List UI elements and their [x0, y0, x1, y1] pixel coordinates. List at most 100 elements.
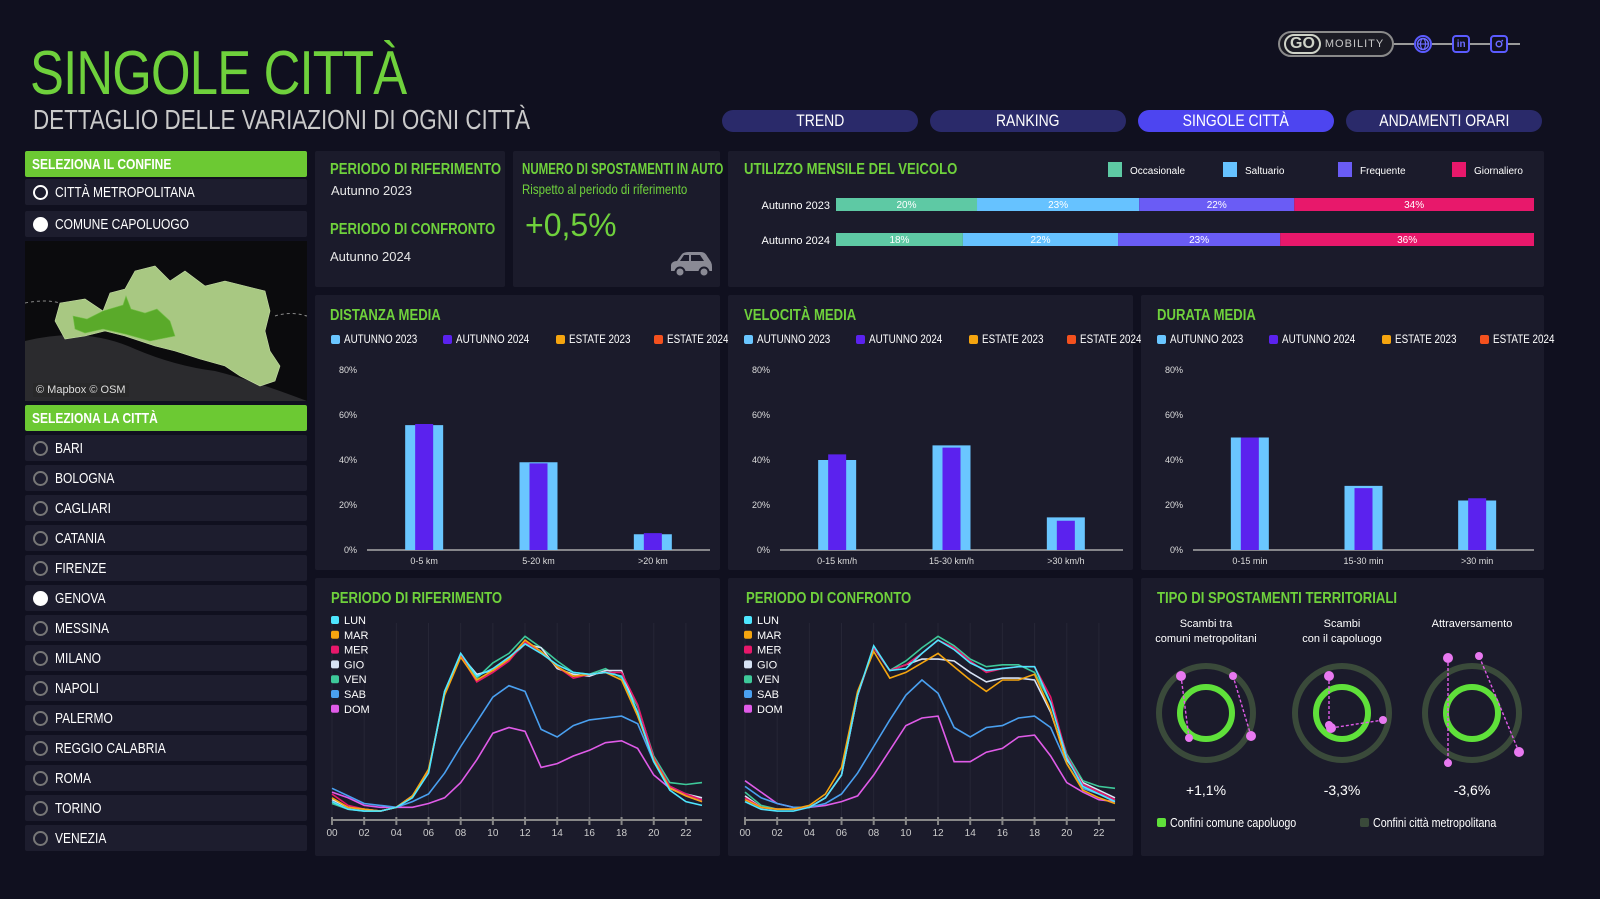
- legend-item[interactable]: AUTUNNO 2023: [744, 332, 846, 346]
- globe-icon[interactable]: [1414, 35, 1433, 53]
- radio-icon[interactable]: [33, 740, 48, 756]
- radio-icon[interactable]: [33, 710, 48, 726]
- x-tick-label: 10: [487, 828, 499, 839]
- legend-swatch: [1269, 334, 1279, 344]
- radio-icon[interactable]: [33, 440, 48, 456]
- bar-autunno-2024: [1354, 488, 1373, 550]
- series-line-mer: [744, 639, 1116, 810]
- city-header: SELEZIONA LA CITTÀ: [25, 405, 307, 431]
- stacked-bar-segment: [1118, 233, 1281, 246]
- city-option[interactable]: REGGIO CALABRIA: [25, 735, 307, 761]
- x-tick-label: 15-30 min: [1343, 556, 1383, 566]
- x-tick-label: 16: [584, 828, 596, 839]
- legend-label: MER: [344, 645, 369, 657]
- x-tick-label: >20 km: [638, 556, 668, 566]
- legend-item[interactable]: ESTATE 2024: [1479, 332, 1568, 346]
- durata-title: DURATA MEDIA: [1157, 307, 1256, 324]
- legend-swatch: [1066, 334, 1076, 344]
- legend-item[interactable]: AUTUNNO 2024: [443, 332, 545, 346]
- radio-icon[interactable]: [33, 650, 48, 666]
- city-option[interactable]: MILANO: [25, 645, 307, 671]
- legend-swatch: [744, 630, 752, 639]
- legend-item[interactable]: ESTATE 2023: [555, 332, 644, 346]
- capoluogo-boundary-ring: [1443, 684, 1501, 742]
- radio-icon[interactable]: [33, 184, 48, 200]
- city-option[interactable]: BARI: [25, 435, 307, 461]
- utilizzo-card: UTILIZZO MENSILE DEL VEICOLO Occasionale…: [728, 151, 1544, 287]
- legend-swatch: [1223, 162, 1237, 177]
- confine-option-citta-metropolitana[interactable]: CITTÀ METROPOLITANA: [25, 179, 307, 205]
- city-label: BOLOGNA: [55, 469, 115, 487]
- x-tick-label: 14: [965, 828, 977, 839]
- map-attribution[interactable]: © Mapbox © OSM: [33, 383, 129, 397]
- city-option[interactable]: PALERMO: [25, 705, 307, 731]
- stacked-bar-segment: [1280, 233, 1534, 246]
- city-option[interactable]: CATANIA: [25, 525, 307, 551]
- city-option[interactable]: MESSINA: [25, 615, 307, 641]
- legend-item[interactable]: AUTUNNO 2023: [1157, 332, 1259, 346]
- x-tick-label: 16: [997, 828, 1009, 839]
- radio-checked-icon[interactable]: [33, 216, 48, 232]
- tab-trend[interactable]: TREND: [722, 110, 918, 132]
- x-tick-label: >30 min: [1461, 556, 1493, 566]
- city-option[interactable]: CAGLIARI: [25, 495, 307, 521]
- radio-icon[interactable]: [33, 530, 48, 546]
- car-icon: [671, 252, 712, 278]
- series-line-ven: [331, 635, 703, 812]
- legend-item[interactable]: AUTUNNO 2024: [856, 332, 958, 346]
- tab-andamenti-orari[interactable]: ANDAMENTI ORARI: [1346, 110, 1542, 132]
- legend-item[interactable]: ESTATE 2023: [1381, 332, 1470, 346]
- radio-icon[interactable]: [33, 800, 48, 816]
- instagram-icon[interactable]: [1490, 35, 1509, 53]
- radio-icon[interactable]: [33, 470, 48, 486]
- city-option[interactable]: NAPOLI: [25, 675, 307, 701]
- legend-item: Confini città metropolitana: [1359, 815, 1523, 830]
- riferimento-chart: LUN MAR MER GIO VEN SAB DOM 00 02 04 06 08 10 12 14 16 1…: [326, 615, 703, 839]
- radio-icon[interactable]: [33, 680, 48, 696]
- distanza-legend: AUTUNNO 2023 AUTUNNO 2024 ESTATE 2023 ESTAT…: [331, 332, 742, 346]
- city-option[interactable]: VENEZIA: [25, 825, 307, 851]
- radio-icon[interactable]: [33, 560, 48, 576]
- x-tick-label: 20: [1061, 828, 1073, 839]
- stacked-bar-segment: [1294, 198, 1534, 211]
- riferimento-title: PERIODO DI RIFERIMENTO: [331, 590, 503, 607]
- tab-ranking[interactable]: RANKING: [930, 110, 1126, 132]
- radio-icon[interactable]: [33, 500, 48, 516]
- legend-item[interactable]: ESTATE 2024: [1066, 332, 1155, 346]
- confine-header: SELEZIONA IL CONFINE: [25, 151, 307, 177]
- legend-label: DOM: [757, 704, 783, 716]
- x-tick-label: 00: [326, 828, 338, 839]
- city-map[interactable]: © Mapbox © OSM: [25, 241, 307, 401]
- go-mobility-logo[interactable]: GO MOBILITY: [1278, 31, 1395, 57]
- legend-swatch: [653, 334, 663, 344]
- category-label: con il capoluogo: [1302, 633, 1382, 645]
- city-option[interactable]: FIRENZE: [25, 555, 307, 581]
- series-line-ven: [744, 635, 1116, 810]
- confine-option-comune-capoluogo[interactable]: COMUNE CAPOLUOGO: [25, 211, 307, 237]
- series-line-sab: [744, 678, 1116, 809]
- radio-checked-icon[interactable]: [33, 590, 48, 606]
- legend-item[interactable]: ESTATE 2024: [653, 332, 742, 346]
- x-tick-label: 04: [804, 828, 816, 839]
- city-option[interactable]: BOLOGNA: [25, 465, 307, 491]
- city-option[interactable]: GENOVA: [25, 585, 307, 611]
- linkedin-icon[interactable]: in: [1452, 35, 1471, 53]
- legend-label: Saltuario: [1245, 166, 1285, 177]
- legend-item[interactable]: AUTUNNO 2023: [331, 332, 433, 346]
- flow-point: [1324, 671, 1334, 681]
- confronto-chart: LUN MAR MER GIO VEN SAB DOM 00 02 04 06 08 10 12 14 16 1…: [739, 615, 1116, 839]
- legend-item[interactable]: AUTUNNO 2024: [1269, 332, 1371, 346]
- stacked-bar-segment: [836, 233, 963, 246]
- city-option[interactable]: ROMA: [25, 765, 307, 791]
- flow-point: [1379, 716, 1387, 724]
- radio-icon[interactable]: [33, 620, 48, 636]
- city-label: TORINO: [55, 799, 102, 817]
- series-line-sab: [331, 684, 703, 809]
- radio-icon[interactable]: [33, 830, 48, 846]
- city-option[interactable]: TORINO: [25, 795, 307, 821]
- radio-icon[interactable]: [33, 770, 48, 786]
- city-label: REGGIO CALABRIA: [55, 739, 166, 757]
- legend-item[interactable]: ESTATE 2023: [968, 332, 1057, 346]
- legend-swatch: [331, 616, 339, 624]
- tab-singole-citta[interactable]: SINGOLE CITTÀ: [1138, 110, 1334, 132]
